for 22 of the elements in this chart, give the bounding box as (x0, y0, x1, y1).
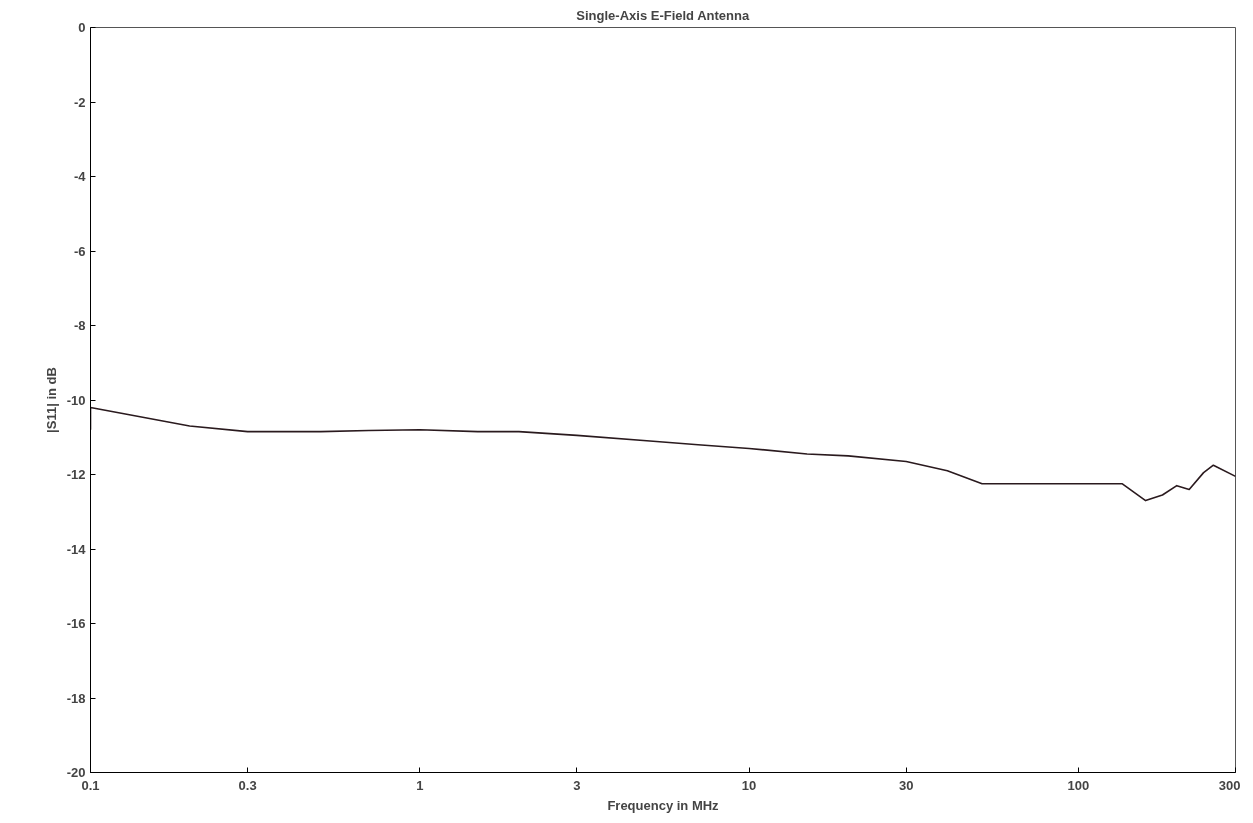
x-axis-title: Frequency in MHz (607, 797, 720, 813)
x-tick-label: 3 (573, 777, 581, 793)
chart-title: Single-Axis E-Field Antenna (576, 7, 750, 23)
x-tick-label: 0.1 (81, 777, 100, 793)
y-tick-label: -2 (73, 94, 86, 110)
x-tick-label: 10 (741, 777, 757, 793)
y-tick-label: -6 (73, 243, 86, 259)
x-tick-label: 1 (416, 777, 424, 793)
y-tick-label: -20 (66, 765, 86, 780)
y-tick-label: -14 (66, 541, 87, 557)
y-tick-label: -10 (66, 392, 86, 408)
y-tick-label: -16 (66, 616, 86, 631)
y-tick-label: -8 (73, 318, 86, 333)
x-tick-label: 30 (898, 777, 914, 793)
y-tick-label: -4 (73, 169, 87, 184)
y-tick-label: -12 (66, 467, 86, 482)
y-tick-label: 0 (78, 20, 86, 35)
y-axis-title: |S11| in dB (43, 367, 59, 433)
y-tick-label: -18 (66, 690, 86, 706)
x-tick-label: 300 (1218, 777, 1241, 793)
x-tick-label: 100 (1067, 777, 1090, 793)
x-tick-label: 0.3 (238, 777, 257, 793)
